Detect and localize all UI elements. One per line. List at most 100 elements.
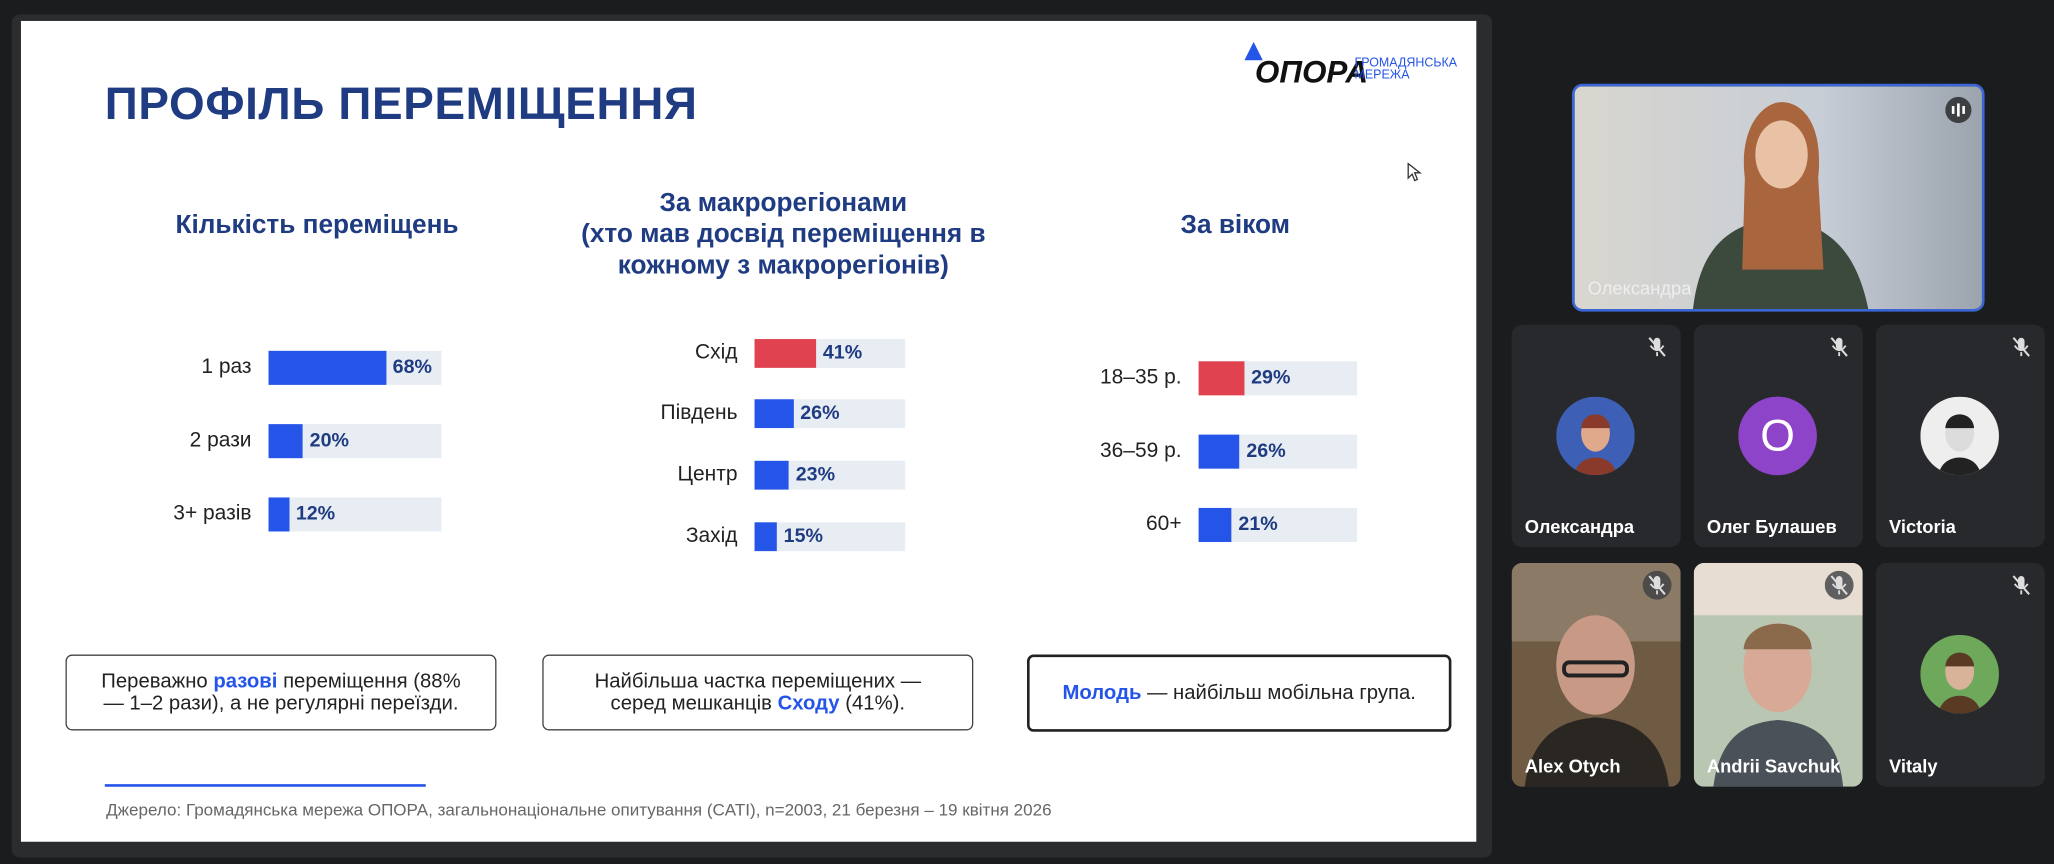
participant-name: Andrii Savchuk [1706, 755, 1841, 777]
logo-triangle [1244, 41, 1263, 61]
participant-name: Victoria [1888, 515, 1956, 537]
bar-track [268, 350, 442, 385]
logo-name: ОПОРА [1255, 54, 1368, 89]
bar [754, 399, 794, 429]
bar-track [1198, 507, 1358, 542]
avatar [1920, 634, 1999, 714]
logo-tagline: ГРОМАДЯНСЬКА [1354, 56, 1457, 70]
muted-icon [1824, 570, 1854, 600]
main-video-tile[interactable]: Олександра [1571, 83, 1985, 312]
bar [268, 497, 290, 532]
bar [268, 350, 387, 385]
video-feed [1693, 562, 1863, 787]
participant-name: Vitaly [1888, 755, 1938, 777]
avatar [1556, 396, 1635, 476]
participant-name: Олег Булашев [1706, 515, 1837, 537]
chart-title: (хто мав досвід переміщення в [581, 219, 986, 249]
participant-tile[interactable]: Victoria [1875, 324, 2045, 548]
value-label: 26% [800, 401, 840, 425]
avatar-image [1920, 634, 1999, 714]
slide: ПРОФІЛЬ ПЕРЕМІЩЕННЯ ОПОРА ГРОМАДЯНСЬКА М… [20, 20, 1477, 842]
note-highlight: Сходу [777, 692, 840, 715]
participant-tile[interactable]: O Олег Булашев [1693, 324, 1863, 548]
category-label: Схід [694, 341, 738, 364]
chart-title: За макрорегіонами [659, 188, 908, 218]
value-label: 23% [795, 463, 836, 486]
muted-icon [1642, 570, 1672, 600]
value-label: 12% [295, 502, 336, 525]
chart-title: За віком [1180, 210, 1291, 240]
bar-track [1198, 361, 1358, 396]
note-text: Найбільша частка переміщених — серед меш… [594, 670, 922, 715]
category-label: 36–59 р. [1099, 439, 1182, 463]
bar [1198, 434, 1240, 469]
value-label: 20% [309, 429, 349, 452]
note-highlight: Молодь [1062, 682, 1142, 705]
avatar-initial: O [1738, 396, 1817, 476]
bar [754, 522, 778, 552]
category-label: 1 раз [201, 356, 252, 379]
category-label: 2 рази [189, 429, 252, 452]
muted-icon [1648, 337, 1666, 357]
bar-track [268, 424, 442, 459]
note-box: Найбільша частка переміщених — серед меш… [542, 654, 974, 731]
participant-tile[interactable]: Vitaly [1875, 562, 2045, 787]
participant-name: Олександра [1587, 277, 1692, 299]
category-label: 18–35 р. [1099, 366, 1182, 389]
value-label: 68% [392, 356, 432, 379]
divider [104, 784, 426, 787]
value-label: 15% [783, 524, 824, 548]
note-highlight: разові [213, 670, 278, 693]
logo: ОПОРА ГРОМАДЯНСЬКА МЕРЕЖА [1244, 41, 1458, 89]
participant-name: Alex Otych [1524, 755, 1621, 777]
value-label: 41% [822, 341, 863, 364]
chart-title: Кількість переміщень [175, 210, 459, 240]
note-text: — найбільш мобільна група. [1141, 682, 1416, 705]
chart-title: кожному з макрорегіонів) [617, 251, 949, 281]
bar [268, 424, 304, 459]
category-label: 60+ [1146, 513, 1182, 536]
value-label: 21% [1238, 513, 1278, 536]
avatar-image [1920, 396, 1999, 476]
slide-title: ПРОФІЛЬ ПЕРЕМІЩЕННЯ [104, 78, 698, 130]
bar-track [754, 522, 906, 552]
participant-name: Олександра [1524, 515, 1635, 537]
bar [754, 460, 790, 490]
logo-tagline: МЕРЕЖА [1354, 68, 1410, 82]
bar [1198, 507, 1232, 542]
bar-track [268, 497, 442, 532]
note-text: переміщення (88% — 1–2 рази), а не регул… [103, 670, 461, 715]
speaking-indicator [1945, 96, 1972, 124]
note-text: Переважно разові переміщення (88% — 1–2 … [90, 670, 471, 715]
source-note: Джерело: Громадянська мережа ОПОРА, зага… [106, 799, 1052, 820]
bar-track [754, 460, 906, 490]
note-text: (41%). [839, 692, 906, 715]
muted-icon [2012, 575, 2030, 596]
participant-tile[interactable]: Олександра [1511, 324, 1681, 548]
muted-icon [2012, 337, 2030, 357]
note-text: Найбільша частка переміщених — серед меш… [567, 670, 948, 715]
category-label: Центр [677, 463, 738, 486]
note-text: Молодь — найбільш мобільна група. [1062, 682, 1415, 704]
bar [754, 339, 817, 368]
note-box: Переважно разові переміщення (88% — 1–2 … [65, 654, 497, 731]
bar [1198, 361, 1245, 396]
participant-tile[interactable]: Andrii Savchuk [1693, 562, 1863, 787]
bar-track [1198, 434, 1358, 469]
participant-tile[interactable]: Alex Otych [1511, 562, 1681, 787]
video-feed [1574, 86, 1982, 309]
bar-track [754, 399, 906, 429]
category-label: Захід [685, 524, 738, 548]
category-label: 3+ разів [173, 502, 252, 525]
avatar [1920, 396, 1999, 476]
cursor [1407, 162, 1422, 182]
avatar-image [1556, 396, 1635, 476]
category-label: Південь [660, 401, 738, 425]
note-box: Молодь — найбільш мобільна група. [1027, 654, 1452, 732]
note-text: Переважно [101, 670, 214, 693]
value-label: 29% [1251, 366, 1291, 389]
value-label: 26% [1246, 439, 1286, 463]
